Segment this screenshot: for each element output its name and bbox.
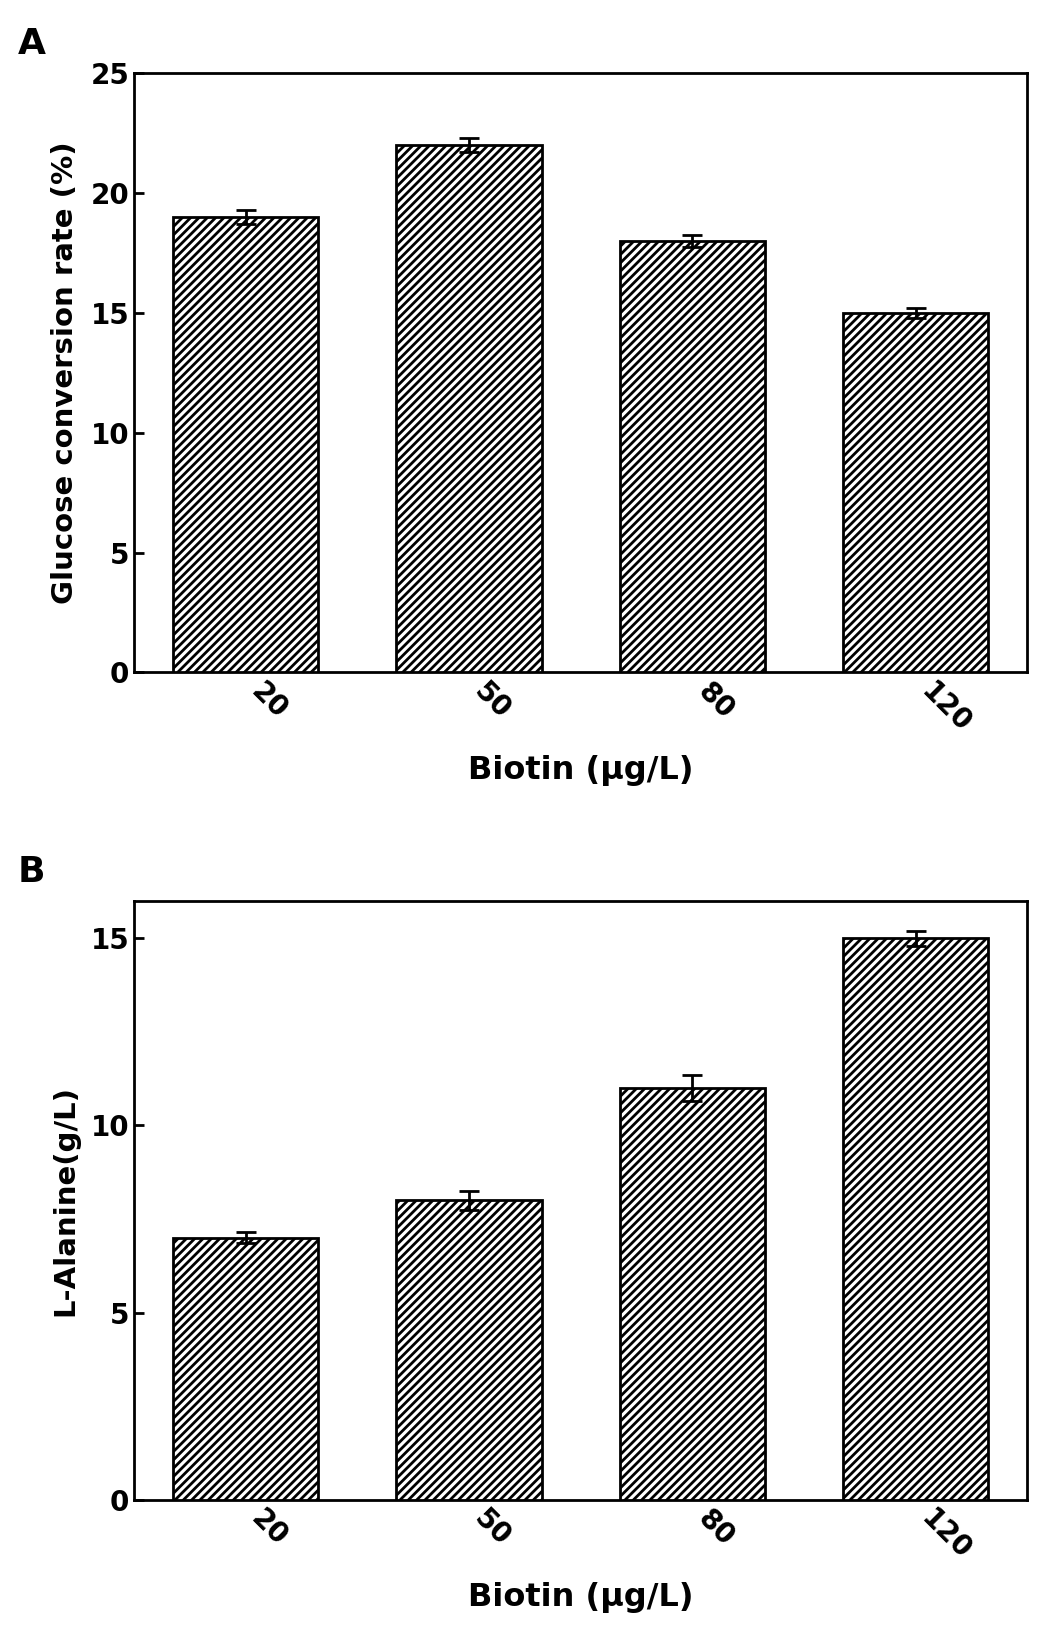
Bar bbox=[619, 1088, 765, 1500]
Bar bbox=[843, 939, 989, 1500]
Y-axis label: L-Alanine(g/L): L-Alanine(g/L) bbox=[52, 1085, 79, 1316]
X-axis label: Biotin (μg/L): Biotin (μg/L) bbox=[468, 1582, 693, 1613]
X-axis label: Biotin (μg/L): Biotin (μg/L) bbox=[468, 755, 693, 786]
Bar bbox=[173, 217, 319, 673]
Text: B: B bbox=[18, 855, 45, 889]
Y-axis label: Glucose conversion rate (%): Glucose conversion rate (%) bbox=[52, 141, 79, 604]
Bar bbox=[619, 241, 765, 673]
Bar bbox=[397, 1200, 541, 1500]
Text: A: A bbox=[18, 28, 46, 61]
Bar bbox=[173, 1237, 319, 1500]
Bar bbox=[843, 313, 989, 673]
Bar bbox=[397, 144, 541, 673]
